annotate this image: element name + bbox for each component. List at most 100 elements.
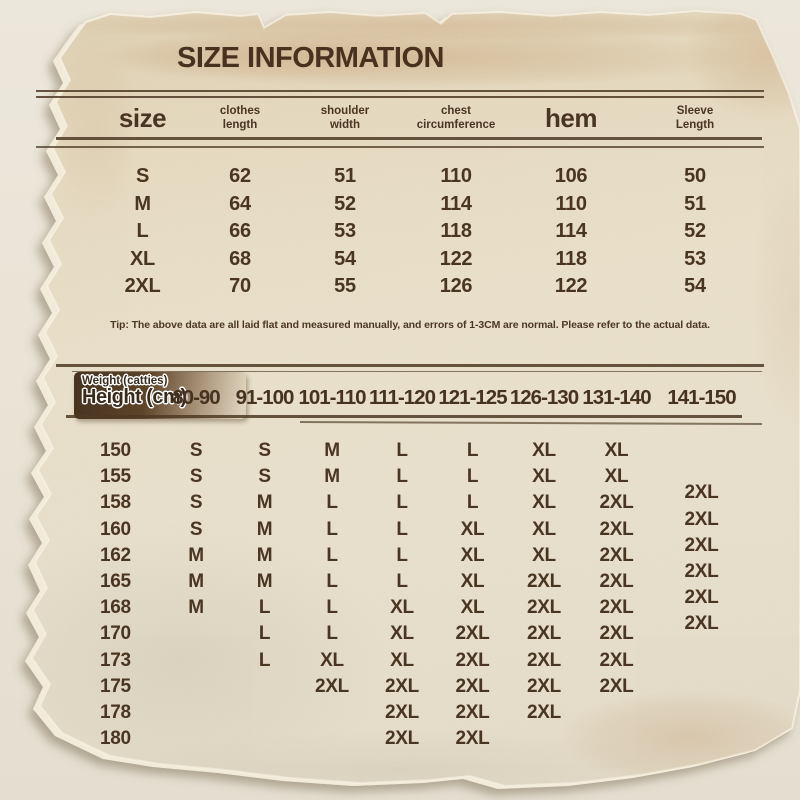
table-cell: M (256, 492, 273, 514)
table-cell: L (326, 518, 338, 540)
table-cell: 155 (100, 466, 131, 488)
header-row: 80-90 91-100 101-110 111-120 121-125 126… (60, 379, 750, 416)
measurement-tip: Tip: The above data are all laid flat an… (110, 319, 710, 331)
column-header-hem: hem (545, 102, 597, 133)
table-cell (160, 621, 232, 647)
table-cell: 2XL (385, 701, 419, 723)
divider-line (299, 420, 763, 425)
table-row: 173 L XL XL 2XL 2XL 2XL (60, 648, 750, 674)
divider-line (56, 364, 764, 367)
divider-line (56, 137, 762, 140)
table-row: S 62 51 110 106 50 (60, 163, 760, 191)
table-row: 155 S S M L L XL XL (60, 464, 750, 490)
table-cell: L (396, 518, 408, 540)
table-cell: 2XL (455, 701, 490, 723)
table-cell: XL (532, 492, 556, 514)
table-cell: 2XL (684, 613, 719, 635)
table-cell: 2XL (527, 649, 561, 671)
table-cell: S (189, 492, 203, 514)
size-table-header: size clothes length shoulder width chest ci… (60, 99, 760, 137)
table-cell: L (326, 571, 338, 593)
table-cell: M (188, 571, 204, 593)
table-cell: 126 (439, 275, 473, 298)
table-cell: 2XL (599, 571, 634, 593)
table-cell: L (326, 492, 338, 514)
table-cell: 2XL (599, 597, 634, 619)
table-row: XL 68 54 122 118 53 (60, 246, 760, 274)
divider-line (72, 370, 762, 372)
table-cell: 2XL (527, 675, 561, 697)
table-cell (653, 648, 750, 674)
table-cell: 2XL (527, 597, 561, 619)
table-cell: XL (130, 247, 155, 270)
table-cell: 168 (100, 597, 131, 619)
table-cell: XL (460, 571, 485, 593)
table-cell: XL (604, 440, 629, 462)
divider-line (36, 146, 764, 148)
table-cell (160, 674, 232, 700)
table-cell: 2XL (527, 623, 561, 645)
table-cell: XL (460, 518, 485, 540)
table-cell: 68 (229, 247, 251, 270)
table-row: 170 L L XL 2XL 2XL 2XL 2XL (60, 613, 750, 647)
table-cell: S (258, 440, 271, 462)
table-row: 178 2XL 2XL 2XL (60, 700, 750, 726)
table-cell: XL (604, 466, 629, 488)
table-cell: L (396, 440, 408, 462)
table-cell (580, 700, 653, 726)
table-cell (297, 700, 367, 726)
table-cell: L (466, 466, 479, 488)
table-cell (508, 726, 580, 752)
column-header-size: size (118, 102, 167, 133)
table-cell: 170 (100, 623, 131, 645)
weight-label: Weight (catties) (82, 375, 168, 387)
table-cell (653, 726, 750, 752)
table-cell (232, 700, 297, 726)
table-cell (232, 674, 297, 700)
table-cell: 50 (684, 165, 706, 188)
table-row: M 64 52 114 110 51 (60, 191, 760, 219)
table-cell: 55 (334, 275, 356, 298)
divider-line (36, 95, 764, 98)
corner-spacer (60, 379, 160, 416)
table-cell: XL (320, 649, 344, 671)
column-header-sleeve-length: Sleeve Length (675, 104, 715, 131)
table-cell: 53 (684, 247, 706, 270)
table-cell: 2XL (455, 623, 490, 645)
table-cell: 2XL (684, 482, 719, 504)
height-label: Height (cm) (82, 386, 187, 408)
table-cell: 2XL (684, 534, 719, 556)
table-row: 158 S M L L L XL 2XL 2XL (60, 482, 750, 516)
table-cell: 2XL (455, 728, 490, 750)
table-cell (653, 438, 750, 464)
table-cell: XL (390, 597, 414, 619)
table-cell: 158 (100, 492, 131, 514)
table-row: 165 M M L L XL 2XL 2XL 2XL (60, 561, 750, 595)
table-cell: XL (390, 649, 414, 671)
table-cell: L (136, 220, 149, 243)
table-cell: XL (460, 597, 485, 619)
table-cell: 51 (684, 192, 706, 215)
fit-table: 150 S S M L L XL XL 155 S S M L L XL XL 158 S M L L L XL 2XL 2XL… (60, 438, 750, 752)
column-header-shoulder-width: shoulder width (320, 104, 370, 131)
table-cell: L (326, 544, 338, 566)
table-cell: S (189, 440, 203, 462)
table-cell: 64 (229, 192, 251, 215)
table-cell: S (189, 466, 203, 488)
table-cell: 162 (100, 544, 131, 566)
table-cell: 53 (334, 220, 356, 243)
table-cell: L (326, 597, 338, 619)
table-cell: 150 (100, 440, 131, 462)
table-cell: M (324, 440, 340, 462)
table-cell: 178 (100, 701, 131, 723)
table-cell: 110 (555, 192, 587, 215)
table-cell: 2XL (599, 623, 634, 645)
table-row: 168 M L L XL XL 2XL 2XL 2XL (60, 587, 750, 621)
table-cell: M (188, 597, 204, 619)
table-row: 175 2XL 2XL 2XL 2XL 2XL (60, 674, 750, 700)
table-cell: 2XL (599, 649, 634, 671)
table-row: 2XL 70 55 126 122 54 (60, 273, 760, 301)
weight-column-header: 121-125 (438, 385, 507, 409)
table-cell: M (188, 544, 204, 566)
table-cell: 2XL (684, 508, 719, 530)
